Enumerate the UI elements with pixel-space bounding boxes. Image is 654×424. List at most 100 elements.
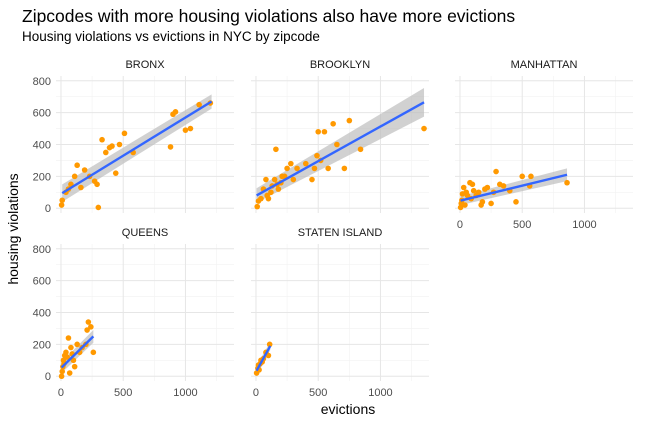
- y-tick-label: 600: [33, 276, 51, 288]
- data-point-brooklyn: [421, 125, 427, 132]
- data-point-brooklyn: [273, 146, 279, 153]
- data-point-brooklyn: [302, 160, 309, 167]
- data-point-bronx: [71, 173, 78, 180]
- trend-line-staten-island: [255, 345, 272, 372]
- y-tick-label: 0: [45, 371, 51, 383]
- y-tick-label: 600: [33, 108, 51, 120]
- trend-line-brooklyn: [256, 101, 425, 197]
- y-tick-label: 200: [33, 339, 51, 351]
- data-point-brooklyn: [275, 186, 282, 192]
- facet-label-brooklyn: BROOKLYN: [310, 59, 370, 71]
- data-point-staten-island: [266, 341, 273, 348]
- facet-label-bronx: BRONX: [125, 59, 165, 71]
- data-point-manhattan: [469, 181, 476, 188]
- data-point-brooklyn: [265, 195, 272, 202]
- data-point-queens: [84, 327, 90, 333]
- y-tick-label: 400: [33, 308, 51, 320]
- data-point-bronx: [182, 127, 189, 133]
- data-point-queens: [65, 335, 72, 341]
- data-point-brooklyn: [315, 128, 322, 135]
- y-axis-title: housing violations: [5, 173, 21, 284]
- confidence-band-brooklyn: [256, 87, 425, 203]
- facet-label-queens: QUEENS: [122, 227, 168, 239]
- data-point-manhattan: [470, 187, 477, 194]
- data-point-queens: [64, 354, 71, 360]
- data-point-bronx: [81, 167, 88, 173]
- trend-line-queens: [60, 335, 95, 369]
- trend-line-bronx: [61, 100, 213, 195]
- data-point-bronx: [187, 125, 194, 132]
- y-tick-label: 800: [33, 244, 51, 256]
- data-point-manhattan: [460, 184, 467, 191]
- chart-title: Zipcodes with more housing violations al…: [22, 6, 516, 26]
- x-tick-label: 500: [513, 219, 531, 231]
- data-point-queens: [66, 370, 73, 376]
- x-tick-label: 500: [114, 387, 132, 399]
- chart-subtitle: Housing violations vs evictions in NYC b…: [22, 29, 320, 44]
- data-point-bronx: [121, 130, 128, 137]
- data-point-brooklyn: [346, 117, 353, 124]
- data-point-bronx: [102, 149, 109, 156]
- data-point-brooklyn: [263, 176, 269, 183]
- data-point-bronx: [58, 202, 65, 208]
- x-axis-title: evictions: [321, 401, 375, 417]
- y-tick-label: 400: [33, 140, 51, 152]
- data-point-queens: [85, 319, 92, 325]
- facet-label-manhattan: MANHATTAN: [511, 59, 578, 71]
- data-point-bronx: [112, 170, 119, 176]
- data-point-brooklyn: [325, 165, 331, 172]
- data-point-bronx: [78, 184, 84, 191]
- data-point-queens: [68, 344, 74, 351]
- data-point-bronx: [172, 109, 179, 115]
- data-point-manhattan: [564, 179, 570, 186]
- data-point-brooklyn: [290, 176, 297, 183]
- data-point-brooklyn: [254, 203, 261, 210]
- data-point-bronx: [94, 181, 100, 188]
- data-point-queens: [71, 363, 78, 370]
- data-point-queens: [88, 324, 94, 330]
- x-tick-label: 0: [253, 387, 259, 399]
- data-point-bronx: [95, 204, 102, 211]
- x-tick-label: 0: [58, 387, 64, 399]
- x-tick-label: 500: [309, 387, 327, 399]
- data-point-brooklyn: [314, 152, 320, 159]
- data-point-manhattan: [462, 202, 468, 208]
- data-point-brooklyn: [357, 146, 364, 153]
- data-point-manhattan: [475, 189, 482, 196]
- x-tick-label: 1000: [368, 387, 392, 399]
- data-point-brooklyn: [341, 165, 348, 172]
- data-point-bronx: [116, 141, 123, 148]
- data-point-brooklyn: [321, 128, 328, 135]
- data-point-queens: [63, 349, 69, 356]
- data-point-queens: [90, 349, 97, 356]
- data-point-brooklyn: [330, 120, 336, 127]
- data-point-brooklyn: [309, 176, 315, 183]
- data-point-bronx: [167, 144, 174, 150]
- data-point-brooklyn: [294, 165, 300, 172]
- x-tick-label: 1000: [572, 219, 596, 231]
- data-point-brooklyn: [258, 195, 264, 202]
- data-point-queens: [59, 368, 66, 375]
- data-point-queens: [58, 373, 65, 380]
- data-point-manhattan: [493, 168, 499, 175]
- data-point-bronx: [196, 101, 202, 108]
- data-point-queens: [74, 341, 80, 348]
- data-point-bronx: [74, 162, 80, 169]
- x-tick-label: 0: [457, 219, 463, 231]
- data-point-brooklyn: [288, 160, 294, 167]
- trend-line-manhattan: [460, 173, 568, 202]
- y-tick-label: 200: [33, 171, 51, 183]
- data-point-manhattan: [488, 200, 494, 207]
- data-point-brooklyn: [268, 189, 274, 196]
- data-point-brooklyn: [334, 141, 340, 148]
- data-point-bronx: [99, 136, 105, 143]
- data-point-brooklyn: [311, 165, 318, 172]
- y-tick-label: 800: [33, 76, 51, 88]
- data-point-manhattan: [528, 173, 534, 180]
- data-point-manhattan: [464, 192, 471, 199]
- data-point-bronx: [59, 197, 66, 204]
- data-point-manhattan: [500, 183, 507, 189]
- data-point-manhattan: [519, 173, 526, 180]
- data-point-manhattan: [484, 184, 491, 191]
